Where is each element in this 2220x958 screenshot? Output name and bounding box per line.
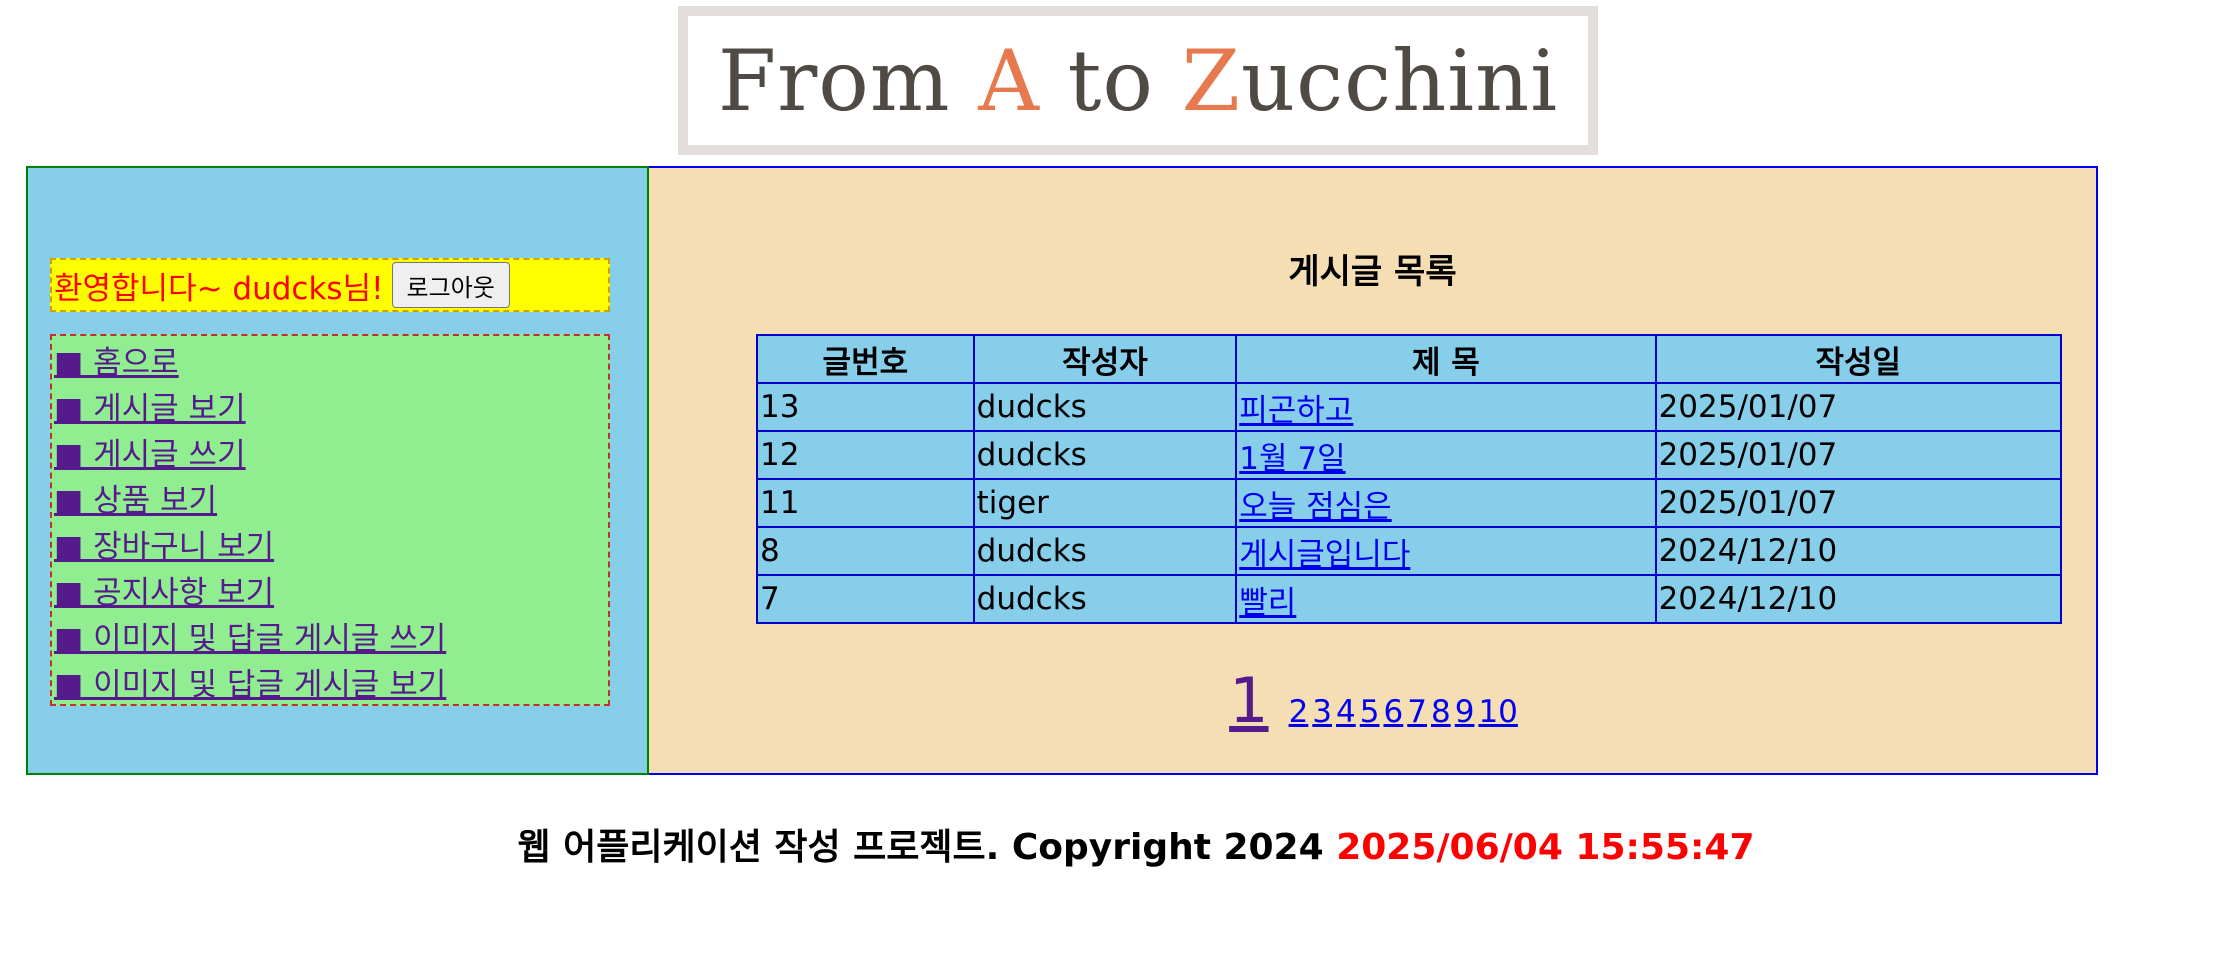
table-row: 11 tiger 오늘 점심은 2025/01/07 bbox=[756, 478, 2063, 528]
page-link[interactable]: 7 bbox=[1407, 694, 1427, 730]
cell-number: 11 bbox=[756, 478, 975, 528]
welcome-box: 환영합니다~ dudcks님! 로그아웃 bbox=[50, 258, 610, 312]
cell-writer: tiger bbox=[972, 478, 1238, 528]
cell-subject: 1월 7일 bbox=[1235, 430, 1657, 480]
menu-item-image-board-write[interactable]: ■ 이미지 및 답글 게시글 쓰기 bbox=[54, 621, 447, 657]
column-header-date: 작성일 bbox=[1654, 334, 2063, 384]
table-row: 8 dudcks 게시글입니다 2024/12/10 bbox=[756, 526, 2063, 576]
cell-number: 13 bbox=[756, 382, 975, 432]
board-table: 글번호 작성자 제 목 작성일 13 dudcks 피곤하고 2025/01/0… bbox=[756, 334, 2063, 624]
menu-item-board-list[interactable]: ■ 게시글 보기 bbox=[54, 391, 246, 427]
post-title-link[interactable]: 빨리 bbox=[1239, 584, 1297, 621]
footer-clock: 2025/06/04 15:55:47 bbox=[1336, 827, 1755, 868]
menu-item-cart[interactable]: ■ 장바구니 보기 bbox=[54, 529, 275, 565]
column-header-writer: 작성자 bbox=[972, 334, 1238, 384]
main-content: 게시글 목록 글번호 작성자 제 목 작성일 bbox=[649, 168, 2096, 773]
logout-button[interactable]: 로그아웃 bbox=[391, 262, 510, 308]
column-header-subject: 제 목 bbox=[1235, 334, 1657, 384]
sidebar: 환영합니다~ dudcks님! 로그아웃 ■ 홈으로 ■ 게시글 보기 ■ 게시… bbox=[26, 166, 649, 775]
cell-date: 2024/12/10 bbox=[1654, 526, 2063, 576]
menu-item-home[interactable]: ■ 홈으로 bbox=[54, 345, 179, 381]
page-link[interactable]: 2 bbox=[1288, 694, 1309, 730]
table-row: 12 dudcks 1월 7일 2025/01/07 bbox=[756, 430, 2063, 480]
page-link[interactable]: 10 bbox=[1478, 694, 1518, 730]
post-title-link[interactable]: 피곤하고 bbox=[1239, 392, 1354, 429]
cell-date: 2025/01/07 bbox=[1654, 382, 2063, 432]
footer-copyright: 웹 어플리케이션 작성 프로젝트. Copyright 2024 bbox=[517, 827, 1324, 868]
table-row: 13 dudcks 피곤하고 2025/01/07 bbox=[756, 382, 2063, 432]
page-link-current[interactable]: 1 bbox=[1229, 664, 1269, 737]
cell-number: 12 bbox=[756, 430, 975, 480]
cell-number: 8 bbox=[756, 526, 975, 576]
cell-writer: dudcks bbox=[972, 574, 1238, 624]
cell-writer: dudcks bbox=[972, 430, 1238, 480]
table-header-row: 글번호 작성자 제 목 작성일 bbox=[756, 334, 2063, 384]
post-title-link[interactable]: 오늘 점심은 bbox=[1239, 488, 1392, 525]
page-link[interactable]: 5 bbox=[1359, 694, 1380, 730]
page-link[interactable]: 3 bbox=[1312, 694, 1333, 730]
page-title: 게시글 목록 bbox=[1288, 252, 1457, 292]
menu-item-notices[interactable]: ■ 공지사항 보기 bbox=[54, 575, 275, 611]
page-link[interactable]: 4 bbox=[1336, 694, 1356, 730]
page-link[interactable]: 6 bbox=[1383, 694, 1404, 730]
cell-subject: 오늘 점심은 bbox=[1235, 478, 1657, 528]
sidebar-menu: ■ 홈으로 ■ 게시글 보기 ■ 게시글 쓰기 ■ 상품 보기 ■ 장바구니 보… bbox=[50, 334, 610, 706]
footer: 웹 어플리케이션 작성 프로젝트. Copyright 2024 2025/06… bbox=[0, 818, 2220, 870]
cell-writer: dudcks bbox=[972, 382, 1238, 432]
cell-date: 2024/12/10 bbox=[1654, 574, 2063, 624]
cell-subject: 빨리 bbox=[1235, 574, 1657, 624]
page-link[interactable]: 9 bbox=[1454, 694, 1475, 730]
post-title-link[interactable]: 1월 7일 bbox=[1239, 440, 1346, 477]
layout-table: 환영합니다~ dudcks님! 로그아웃 ■ 홈으로 ■ 게시글 보기 ■ 게시… bbox=[26, 166, 2098, 775]
site-logo: From A to Zucchini bbox=[678, 6, 1598, 155]
menu-item-board-write[interactable]: ■ 게시글 쓰기 bbox=[54, 437, 246, 473]
logo-text: From A to Zucchini bbox=[717, 31, 1559, 130]
cell-date: 2025/01/07 bbox=[1654, 478, 2063, 528]
post-title-link[interactable]: 게시글입니다 bbox=[1239, 536, 1411, 573]
cell-subject: 게시글입니다 bbox=[1235, 526, 1657, 576]
table-row: 7 dudcks 빨리 2024/12/10 bbox=[756, 574, 2063, 624]
welcome-message: 환영합니다~ dudcks님! bbox=[54, 270, 384, 307]
cell-number: 7 bbox=[756, 574, 975, 624]
cell-writer: dudcks bbox=[972, 526, 1238, 576]
column-header-number: 글번호 bbox=[756, 334, 975, 384]
cell-date: 2025/01/07 bbox=[1654, 430, 2063, 480]
pagination: 1 2 3 4 5 6 7 8 9 10 bbox=[649, 664, 2098, 737]
menu-item-image-board-list[interactable]: ■ 이미지 및 답글 게시글 보기 bbox=[54, 667, 447, 703]
cell-subject: 피곤하고 bbox=[1235, 382, 1657, 432]
menu-item-products[interactable]: ■ 상품 보기 bbox=[54, 483, 218, 519]
page-link[interactable]: 8 bbox=[1430, 694, 1451, 730]
